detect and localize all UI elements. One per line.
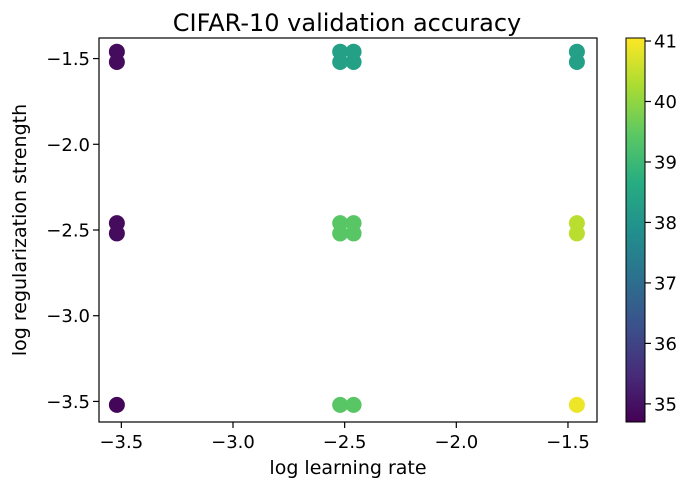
scatter-point bbox=[568, 54, 585, 70]
y-tick-label: −2.0 bbox=[46, 135, 90, 156]
colorbar-tick-label: 35 bbox=[654, 394, 677, 415]
y-tick-label: −3.5 bbox=[46, 392, 90, 413]
points-layer bbox=[108, 43, 585, 413]
scatter-point bbox=[108, 54, 125, 70]
x-tick-label: −2.0 bbox=[434, 432, 478, 453]
colorbar-tick-label: 37 bbox=[654, 273, 677, 294]
colorbar-tick-label: 36 bbox=[654, 334, 677, 355]
y-tick-label: −1.5 bbox=[46, 49, 90, 70]
x-axis-title: log learning rate bbox=[269, 457, 426, 479]
colorbar-ticks: 35 36 37 38 39 40 41 bbox=[645, 32, 677, 415]
y-tick-label: −3.0 bbox=[46, 306, 90, 327]
colorbar bbox=[625, 37, 646, 423]
colorbar-tick-label: 38 bbox=[654, 213, 677, 234]
scatter-point bbox=[345, 396, 362, 413]
x-axis-ticks: −3.5 −3.0 −2.5 −2.0 −1.5 bbox=[99, 422, 590, 453]
scatter-point bbox=[332, 396, 349, 413]
x-tick-label: −3.0 bbox=[211, 432, 255, 453]
scatter-point bbox=[568, 225, 585, 242]
y-axis-ticks: −3.5 −3.0 −2.5 −2.0 −1.5 bbox=[46, 49, 99, 413]
chart-title: CIFAR-10 validation accuracy bbox=[173, 9, 521, 37]
colorbar-tick-label: 39 bbox=[654, 152, 677, 173]
scatter-point bbox=[332, 54, 349, 70]
x-tick-label: −3.5 bbox=[99, 432, 143, 453]
scatter-point bbox=[332, 225, 349, 242]
scatter-point bbox=[108, 396, 125, 413]
scatter-point bbox=[568, 396, 585, 413]
x-tick-label: −1.5 bbox=[546, 432, 590, 453]
scatter-point bbox=[345, 225, 362, 242]
scatter-point bbox=[108, 225, 125, 242]
y-tick-label: −2.5 bbox=[46, 221, 90, 242]
colorbar-tick-label: 40 bbox=[654, 92, 677, 113]
y-axis-title: log regularization strength bbox=[9, 104, 31, 356]
colorbar-tick-label: 41 bbox=[654, 32, 677, 53]
scatter-point bbox=[345, 54, 362, 70]
x-tick-label: −2.5 bbox=[323, 432, 367, 453]
